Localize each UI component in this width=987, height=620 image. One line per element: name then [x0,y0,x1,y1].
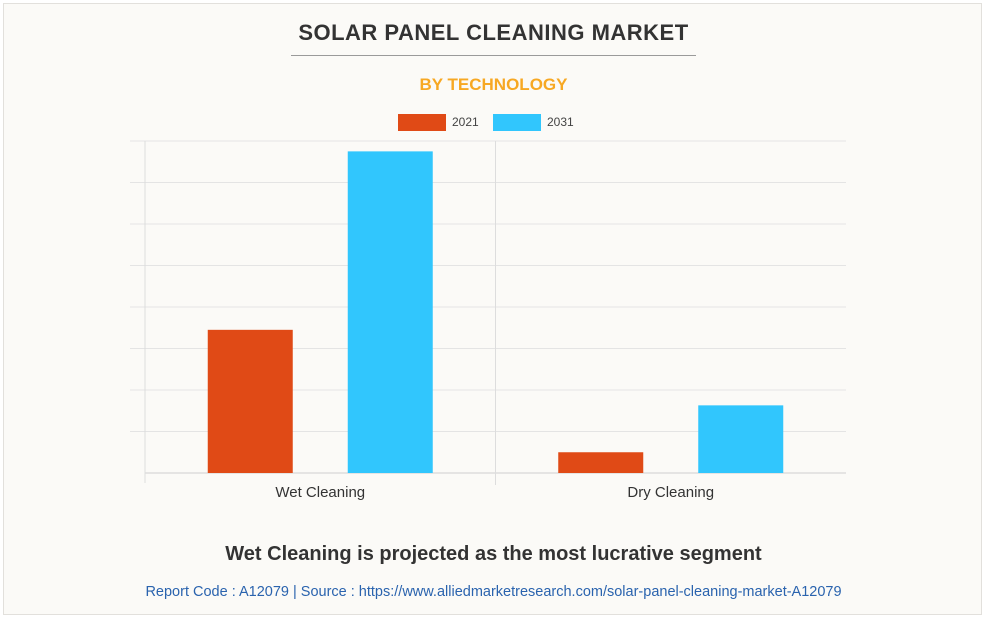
legend-label-2021: 2021 [452,115,479,129]
legend-swatch-2031 [493,114,541,131]
chart-headline: Wet Cleaning is projected as the most lu… [225,543,762,565]
bar-2031-dry-cleaning [698,405,784,473]
x-tick-label: Dry Cleaning [627,484,714,501]
chart-card [3,3,982,615]
x-tick-label: Wet Cleaning [275,484,365,501]
chart-title: SOLAR PANEL CLEANING MARKET [298,20,689,45]
legend-label-2031: 2031 [547,115,574,129]
legend: 2021 2031 [0,114,987,132]
bar-2031-wet-cleaning [347,151,433,473]
legend-swatch-2021 [398,114,446,131]
chart-subtitle: BY TECHNOLOGY [419,75,568,94]
source-footer[interactable]: Report Code : A12079 | Source : https://… [145,584,842,600]
bar-2021-wet-cleaning [207,329,293,473]
title-underline [291,55,696,56]
bar-2021-dry-cleaning [558,452,644,473]
